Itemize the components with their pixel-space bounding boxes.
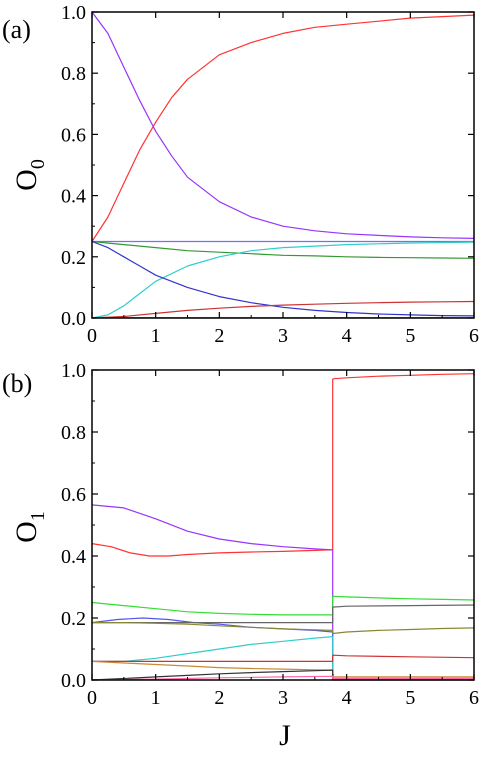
y-tick-label: 0.2 — [61, 608, 86, 630]
y-tick-label: 0.4 — [61, 546, 86, 568]
y-tick-label: 0.8 — [61, 63, 86, 85]
x-tick-label: 1 — [151, 325, 161, 347]
y-axis-label: O1 — [10, 511, 49, 543]
y-tick-label: 1.0 — [61, 360, 86, 382]
x-tick-label: 3 — [278, 325, 288, 347]
y-tick-label: 0.8 — [61, 422, 86, 444]
panel-a: (a) O0 0 1 2 3 4 5 60.00.20.40.60.81.0 — [2, 2, 479, 347]
plot-frame — [91, 369, 475, 681]
y-tick-label: 0.2 — [61, 247, 86, 269]
x-tick-label: 4 — [342, 687, 352, 709]
series-line-7 — [92, 654, 475, 663]
y-axis-label-sub: 1 — [27, 511, 49, 521]
x-tick-label: 2 — [214, 687, 224, 709]
panel-label: (b) — [2, 369, 32, 398]
panel-label: (a) — [2, 15, 31, 44]
series-line-1 — [91, 504, 335, 676]
x-tick-label: 5 — [405, 687, 415, 709]
y-axis-label-sub: 0 — [27, 159, 49, 169]
y-tick-label: 0.4 — [61, 186, 86, 208]
x-tick-label: 1 — [151, 687, 161, 709]
series-line-6 — [92, 635, 474, 680]
y-tick-label: 1.0 — [61, 2, 86, 24]
x-tick-label: 5 — [405, 325, 415, 347]
series-line-2 — [91, 595, 475, 616]
series-line-10 — [91, 675, 474, 681]
series-line-4 — [91, 241, 475, 319]
x-tick-label: 6 — [469, 687, 479, 709]
series-line-3 — [91, 240, 475, 259]
x-axis-label: J — [279, 719, 291, 752]
series-line-0 — [91, 14, 475, 242]
series-line-1 — [91, 11, 475, 239]
y-tick-label: 0.6 — [61, 124, 86, 146]
y-axis-label-main: O — [10, 169, 43, 191]
series-line-4 — [92, 604, 475, 624]
series-line-0 — [91, 373, 475, 557]
y-tick-label: 0.0 — [61, 308, 86, 330]
series-line-5 — [91, 240, 475, 317]
series-line-5 — [92, 621, 475, 635]
x-tick-label: 6 — [469, 325, 479, 347]
x-tick-label: 0 — [87, 325, 97, 347]
y-axis-label-main: O — [10, 521, 43, 543]
y-tick-label: 0.0 — [61, 670, 86, 692]
y-axis-label: O0 — [10, 159, 49, 191]
x-tick-label: 2 — [214, 325, 224, 347]
x-tick-label: 4 — [342, 325, 352, 347]
y-tick-label: 0.6 — [61, 484, 86, 506]
x-tick-label: 3 — [278, 687, 288, 709]
panel-b: (b) O1 J 0 1 2 3 4 5 60.00.20.40.60.81.0 — [2, 360, 479, 752]
x-tick-label: 0 — [87, 687, 97, 709]
